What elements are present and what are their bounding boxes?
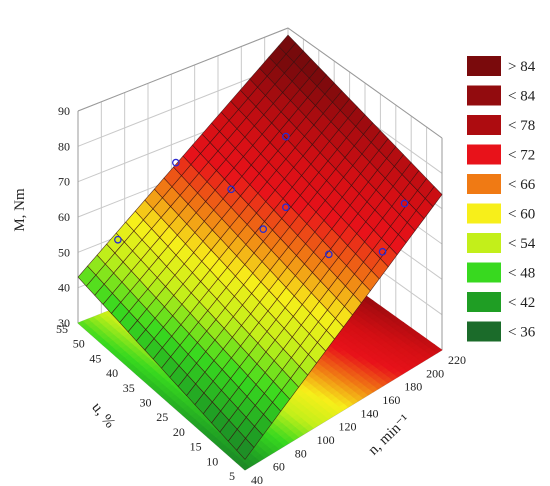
legend: > 84 < 84 < 78 < 72 < 66 < 60 < 54 < 48 < 42 < 36 xyxy=(467,56,536,342)
legend-swatch xyxy=(467,233,501,253)
surface-cell xyxy=(424,186,443,208)
n-tick-label: 160 xyxy=(382,393,400,407)
z-tick-label: 40 xyxy=(58,281,70,295)
legend-swatch xyxy=(467,56,501,76)
legend-swatch xyxy=(467,292,501,312)
legend-swatch xyxy=(467,115,501,135)
legend-label: < 78 xyxy=(508,118,535,134)
u-tick-label: 40 xyxy=(106,366,118,380)
n-tick-label: 100 xyxy=(317,433,335,447)
n-tick-label: 80 xyxy=(295,446,307,460)
data-point xyxy=(114,235,122,244)
legend-label: < 72 xyxy=(508,148,535,164)
legend-label: < 66 xyxy=(508,177,536,193)
frame-edge xyxy=(287,27,443,139)
z-axis-label: M, Nm xyxy=(12,188,28,232)
legend-label: < 36 xyxy=(508,325,536,341)
n-tick-label: 40 xyxy=(251,473,263,486)
data-point xyxy=(227,185,235,194)
n-tick-label: 180 xyxy=(404,380,422,394)
legend-label: < 48 xyxy=(508,266,535,282)
legend-swatch xyxy=(467,321,501,342)
u-tick-label: 45 xyxy=(89,351,101,365)
z-tick-label: 90 xyxy=(58,104,70,118)
n-tick-label: 220 xyxy=(448,353,466,367)
legend-swatch xyxy=(467,203,501,224)
u-tick-label: 50 xyxy=(73,337,85,351)
u-tick-label: 25 xyxy=(156,410,168,424)
data-point xyxy=(324,250,333,259)
ticks-layer: 30 40 50 60 70 80 90 5 10 15 20 25 30 35 40 45 50 55 40 60 8… xyxy=(56,104,466,486)
floor-cell xyxy=(432,346,443,354)
legend-label: < 60 xyxy=(508,207,535,223)
data-point xyxy=(282,203,290,212)
legend-swatch xyxy=(467,144,501,165)
data-point xyxy=(400,199,409,208)
data-point xyxy=(172,158,180,167)
u-tick-label: 15 xyxy=(190,440,202,454)
legend-swatch xyxy=(467,262,501,283)
n-tick-label: 140 xyxy=(360,406,378,420)
z-tick-label: 70 xyxy=(58,175,70,189)
z-tick-label: 50 xyxy=(58,245,70,259)
frame-edge xyxy=(77,27,289,112)
u-tick-label: 30 xyxy=(140,396,152,410)
legend-label: > 84 xyxy=(508,59,536,75)
u-tick-label: 10 xyxy=(206,454,218,468)
u-tick-label: 20 xyxy=(173,425,185,439)
data-point xyxy=(378,247,387,256)
legend-swatch xyxy=(467,85,501,106)
u-tick-label: 5 xyxy=(229,469,235,483)
z-tick-label: 60 xyxy=(58,210,70,224)
surface-layer xyxy=(77,34,443,460)
legend-label: < 84 xyxy=(508,89,536,105)
n-tick-label: 120 xyxy=(339,420,357,434)
legend-label: < 42 xyxy=(508,295,535,311)
legend-swatch xyxy=(467,174,501,194)
z-tick-label: 30 xyxy=(58,316,70,330)
data-point xyxy=(259,225,268,233)
u-tick-label: 35 xyxy=(123,381,135,395)
legend-label: < 54 xyxy=(508,236,536,252)
u-axis-label: u, % xyxy=(88,400,118,432)
z-tick-label: 80 xyxy=(58,139,70,153)
n-tick-label: 200 xyxy=(426,366,444,380)
points-layer xyxy=(114,132,409,259)
data-point xyxy=(282,132,290,141)
n-tick-label: 60 xyxy=(273,460,285,474)
u-tick-label: 55 xyxy=(56,322,68,336)
